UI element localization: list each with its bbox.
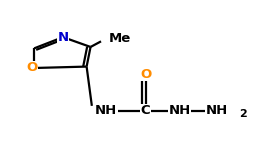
Text: O: O [140,68,151,81]
Text: NH: NH [205,104,228,117]
Text: NH: NH [95,104,117,117]
Text: Me: Me [109,32,131,45]
Text: N: N [58,31,69,44]
Text: O: O [26,61,37,75]
Text: 2: 2 [239,109,246,119]
Text: C: C [141,104,151,117]
Text: NH: NH [169,104,191,117]
